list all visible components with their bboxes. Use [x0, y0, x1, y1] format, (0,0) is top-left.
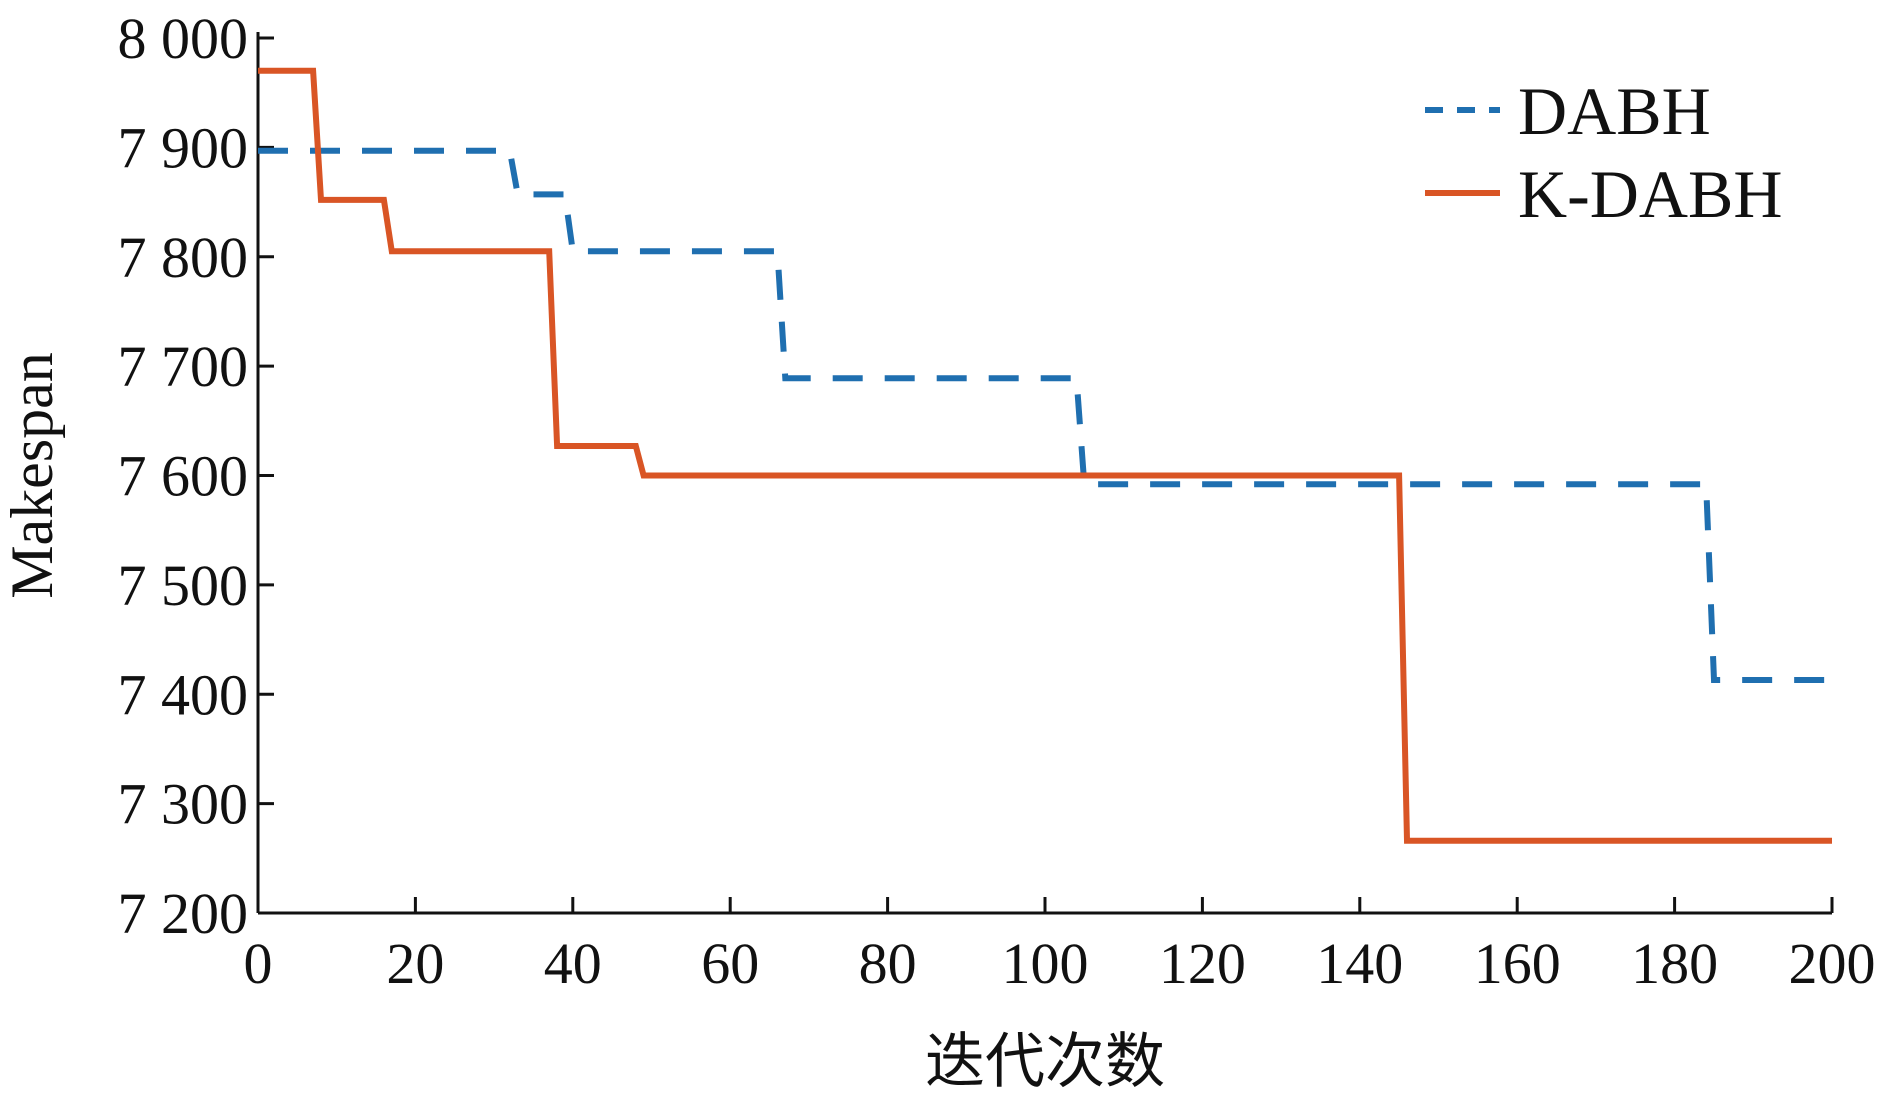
y-tick-label: 8 000 [118, 6, 249, 71]
x-axis-title: 迭代次数 [925, 1029, 1165, 1095]
series-line-k-dabh [258, 67, 1832, 844]
y-tick-label: 7 400 [118, 662, 249, 727]
y-tick-label: 7 900 [118, 115, 249, 180]
x-tick-label: 40 [544, 931, 602, 996]
y-tick-label: 7 800 [118, 225, 249, 290]
x-tick-label: 120 [1159, 931, 1246, 996]
x-tick-label: 0 [244, 931, 273, 996]
legend-label-dabh: DABH [1518, 73, 1711, 149]
x-tick-label: 160 [1474, 931, 1561, 996]
x-tick-label: 140 [1316, 931, 1403, 996]
y-tick-label: 7 500 [118, 553, 249, 618]
y-tick-label: 7 700 [118, 334, 249, 399]
y-tick-label: 7 200 [118, 881, 249, 946]
series-layer [258, 67, 1832, 844]
x-tick-label: 20 [386, 931, 444, 996]
y-tick-label: 7 600 [118, 444, 249, 509]
x-tick-label: 180 [1631, 931, 1718, 996]
legend-label-k-dabh: K-DABH [1518, 156, 1782, 232]
axes: 0 20 40 60 80 100 120 140 160 180 200 7 200 7 300 7 4… [118, 6, 1876, 996]
series-line-dabh [258, 147, 1832, 683]
x-tick-label: 100 [1002, 931, 1089, 996]
x-tick-label: 80 [859, 931, 917, 996]
x-tick-label: 60 [701, 931, 759, 996]
y-axis-title: Makespan [0, 352, 65, 599]
x-tick-label: 200 [1789, 931, 1876, 996]
y-tick-label: 7 300 [118, 772, 249, 837]
